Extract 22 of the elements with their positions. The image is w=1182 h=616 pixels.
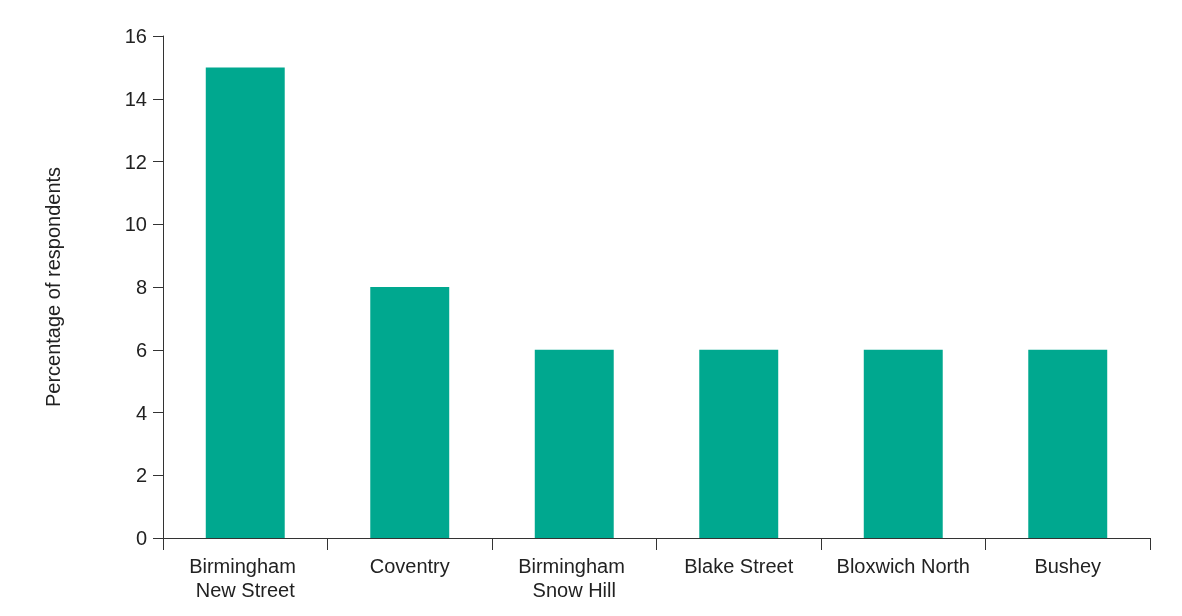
bar [1028, 349, 1108, 538]
x-tick-label: Bloxwich North [836, 555, 970, 577]
y-tick-label: 10 [124, 213, 147, 236]
y-axis-title: Percentage of respondents [42, 166, 64, 408]
bar [205, 67, 285, 538]
bar [699, 349, 779, 538]
x-tick-label: Blake Street [684, 555, 794, 577]
bar [370, 287, 450, 538]
y-tick-label: 8 [135, 276, 147, 298]
y-tick-label: 14 [124, 87, 147, 110]
y-tick-label: 6 [135, 338, 147, 361]
x-tick-label: Birmingham New Street [189, 555, 302, 601]
y-tick-label: 16 [124, 25, 147, 47]
y-tick-label: 0 [135, 527, 147, 549]
x-tick-label: Coventry [369, 555, 450, 577]
y-tick-label: 4 [135, 401, 147, 424]
bar [863, 349, 943, 538]
y-tick-label: 2 [135, 464, 147, 487]
x-tick-label: Birmingham Snow Hill [518, 555, 631, 601]
y-tick-label: 12 [124, 150, 147, 173]
bar [534, 349, 614, 538]
x-tick-label: Bushey [1034, 555, 1102, 577]
